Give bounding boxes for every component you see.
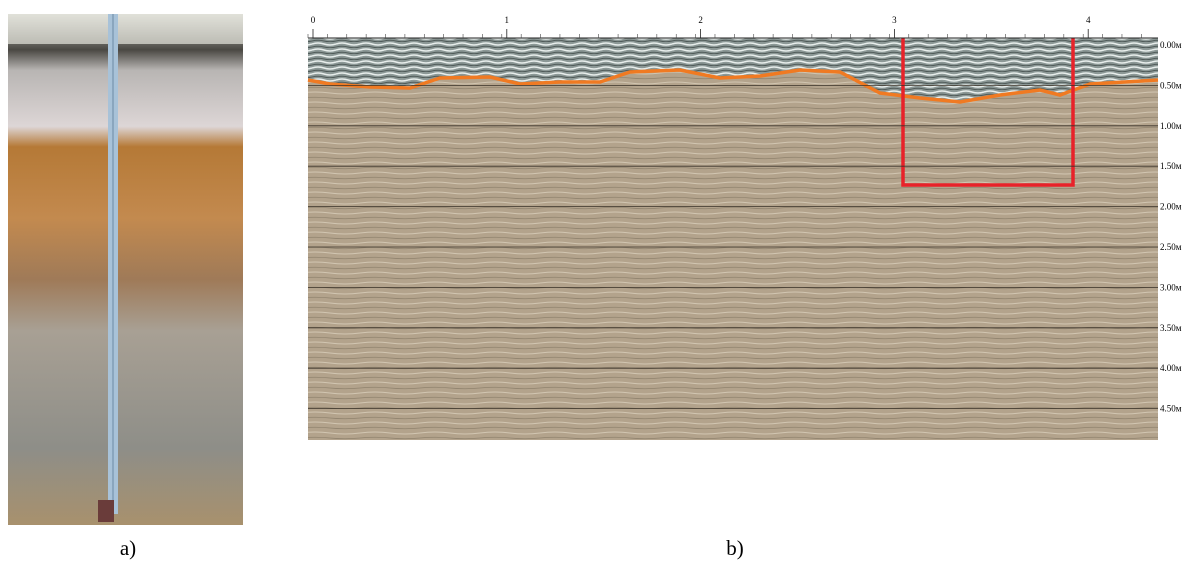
caption: a) xyxy=(120,536,136,560)
depth-label: 1.50м xyxy=(1160,161,1182,171)
depth-label: 3.00м xyxy=(1160,282,1182,292)
distance-label: 1 xyxy=(505,15,510,25)
depth-label: 2.50м xyxy=(1160,242,1182,252)
depth-label: 0.50м xyxy=(1160,80,1182,90)
axis: 0 1 2 3 4 0.00м 0.50м 1.00м 1.50м 2.00м 2.50м 3.00м… xyxy=(307,15,1182,414)
depth-label: 4.00м xyxy=(1160,363,1182,373)
distance-label: 2 xyxy=(698,15,703,25)
soil-photo xyxy=(8,14,243,525)
depth-label: 2.00м xyxy=(1160,202,1182,212)
depth-label: 4.50м xyxy=(1160,404,1182,414)
distance-label: 3 xyxy=(892,15,897,25)
radargram xyxy=(307,37,1159,440)
depth-label: 1.00м xyxy=(1160,121,1182,131)
depth-label: 0.00м xyxy=(1160,40,1182,50)
depth-label: 3.50м xyxy=(1160,323,1182,333)
distance-label: 0 xyxy=(311,15,316,25)
distance-label: 4 xyxy=(1086,15,1091,25)
caption: b) xyxy=(726,536,744,560)
